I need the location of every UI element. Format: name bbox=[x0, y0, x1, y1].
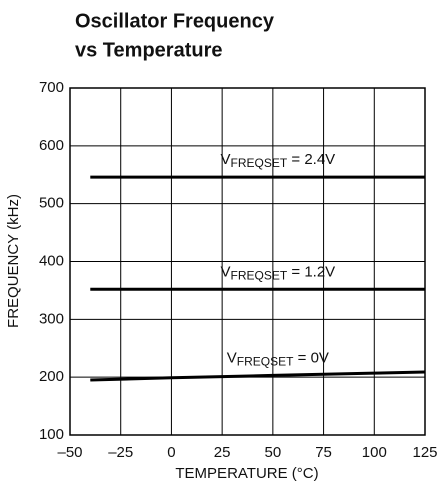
y-tick-label: 400 bbox=[39, 252, 64, 269]
series-label-part: = 0V bbox=[293, 349, 328, 366]
x-tick-label: 50 bbox=[265, 444, 282, 461]
series-label-part: = 1.2V bbox=[287, 263, 335, 280]
y-tick-label: 200 bbox=[39, 368, 64, 385]
series-label-part: V bbox=[221, 263, 231, 280]
series-label-part: FREQSET bbox=[231, 268, 288, 282]
x-tick-label: 25 bbox=[214, 444, 231, 461]
series-label: VFREQSET = 2.4V bbox=[221, 151, 336, 170]
plot-frame bbox=[69, 87, 426, 436]
x-tick-label: –25 bbox=[108, 444, 133, 461]
chart-title: vs Temperature bbox=[75, 39, 222, 61]
series-label-part: V bbox=[227, 349, 237, 366]
y-axis-label: FREQUENCY (kHz) bbox=[5, 194, 22, 328]
x-tick-label: –50 bbox=[57, 444, 82, 461]
x-tick-label: 0 bbox=[167, 444, 175, 461]
series-label-part: FREQSET bbox=[231, 156, 288, 170]
y-tick-label: 500 bbox=[39, 195, 64, 212]
x-tick-label: 100 bbox=[362, 444, 387, 461]
series-label: VFREQSET = 1.2V bbox=[221, 263, 336, 282]
y-tick-label: 700 bbox=[39, 79, 64, 96]
series-label-part: V bbox=[221, 151, 231, 168]
x-tick-label: 125 bbox=[412, 444, 437, 461]
series-label: VFREQSET = 0V bbox=[227, 349, 329, 368]
y-tick-label: 600 bbox=[39, 137, 64, 154]
chart-title: Oscillator Frequency bbox=[75, 10, 275, 32]
y-tick-label: 100 bbox=[39, 426, 64, 443]
series-line bbox=[90, 370, 426, 382]
x-tick-label: 75 bbox=[315, 444, 332, 461]
series-label-part: = 2.4V bbox=[287, 151, 335, 168]
x-axis-label: TEMPERATURE (°C) bbox=[175, 465, 318, 482]
y-tick-label: 300 bbox=[39, 310, 64, 327]
series-label-part: FREQSET bbox=[237, 355, 294, 369]
